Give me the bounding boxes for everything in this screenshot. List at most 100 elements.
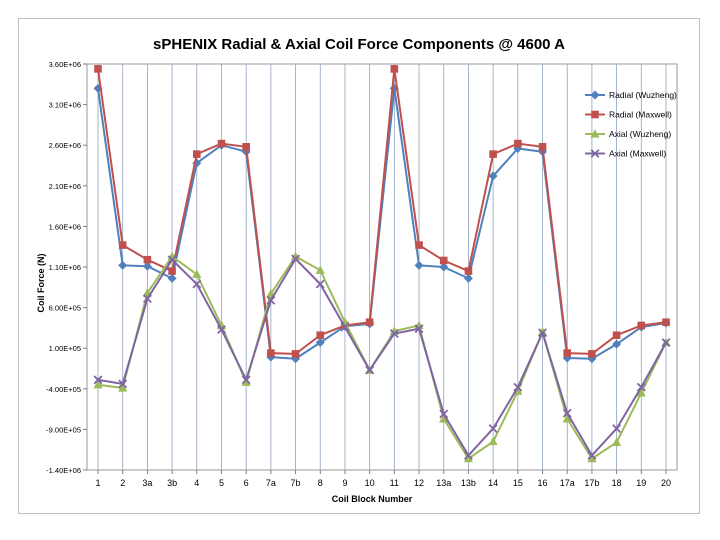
marker-stroke <box>291 254 301 264</box>
data-point <box>389 329 399 339</box>
legend-label: Radial (Wuzheng) <box>609 90 677 100</box>
chart-svg: sPHENIX Radial & Axial Coil Force Compon… <box>36 36 678 504</box>
marker-stroke <box>562 408 572 418</box>
x-tick-label: 17b <box>584 478 599 488</box>
x-tick-label: 20 <box>661 478 671 488</box>
data-point <box>290 251 301 261</box>
data-point <box>94 65 102 73</box>
y-tick-label: 2.60E+06 <box>49 141 81 150</box>
data-point <box>315 338 325 348</box>
data-point <box>316 331 325 340</box>
x-tick-label: 1 <box>95 478 100 488</box>
marker-stroke <box>93 375 103 385</box>
marker-stroke <box>266 295 276 305</box>
y-tick-label: 1.10E+06 <box>49 263 81 272</box>
legend-label: Axial (Maxwell) <box>609 149 666 159</box>
data-point <box>612 424 622 434</box>
data-point <box>463 453 474 463</box>
y-tick-label: 1.00E+05 <box>49 344 81 353</box>
data-point <box>241 377 251 386</box>
legend-marker <box>590 129 600 138</box>
data-point <box>439 414 449 423</box>
data-point <box>562 414 572 423</box>
x-tick-label: 10 <box>365 478 375 488</box>
x-tick-label: 4 <box>194 478 199 488</box>
data-point <box>291 350 300 358</box>
series-line <box>97 257 667 457</box>
y-tick-label: -4.00E+05 <box>46 385 81 394</box>
data-point <box>588 350 596 358</box>
marker-stroke <box>167 255 177 265</box>
y-tick-label: 6.00E+05 <box>49 304 81 313</box>
data-point <box>662 318 670 327</box>
data-point <box>143 255 152 264</box>
x-tick-label: 8 <box>318 478 323 488</box>
x-tick-label: 13b <box>461 478 476 488</box>
data-point <box>587 453 597 463</box>
data-point <box>439 262 449 272</box>
legend-marker <box>591 110 599 119</box>
data-point <box>488 424 498 434</box>
y-tick-label: -9.00E+05 <box>46 425 81 434</box>
data-point <box>118 379 128 389</box>
marker-stroke <box>142 294 152 304</box>
x-tick-label: 12 <box>414 478 424 488</box>
data-point <box>636 388 646 397</box>
legend-entry: Axial (Wuzheng) <box>585 129 671 139</box>
data-point <box>217 325 226 334</box>
marker-stroke <box>340 322 350 332</box>
data-point <box>538 143 547 151</box>
data-point <box>562 408 572 418</box>
data-point <box>267 349 275 357</box>
marker-stroke <box>661 338 671 347</box>
marker-stroke <box>365 365 375 375</box>
data-point <box>464 267 473 275</box>
data-point <box>365 365 375 375</box>
data-point <box>192 150 201 158</box>
data-point <box>266 295 276 305</box>
data-point <box>192 279 202 289</box>
x-tick-label: 17a <box>560 478 575 488</box>
marker-stroke <box>217 325 226 334</box>
x-tick-label: 14 <box>488 478 498 488</box>
axes: 1 2 3a 3b 4 5 6 7a 7b 8 9 10 11 12 13a 13b 14 15 16 17a 17b 1… <box>46 60 671 488</box>
y-tick-label: 1.60E+06 <box>49 222 81 231</box>
data-point <box>291 254 301 264</box>
series-layer <box>93 65 671 463</box>
marker-stroke <box>192 279 202 289</box>
data-point <box>513 382 523 392</box>
data-point <box>142 261 152 271</box>
data-point <box>612 339 622 349</box>
data-point <box>167 273 177 283</box>
marker-stroke <box>463 450 473 460</box>
chart-title: sPHENIX Radial & Axial Coil Force Compon… <box>153 36 565 53</box>
marker-stroke <box>315 279 325 289</box>
data-point <box>93 375 103 385</box>
marker-stroke <box>587 450 597 460</box>
x-tick-label: 7a <box>266 478 276 488</box>
data-point <box>488 436 498 446</box>
data-point <box>587 450 597 460</box>
data-point <box>514 139 522 148</box>
data-point <box>636 382 646 392</box>
data-point <box>463 273 473 283</box>
data-point <box>118 260 128 270</box>
y-tick-label: -1.40E+06 <box>46 466 81 475</box>
x-tick-label: 3a <box>142 478 152 488</box>
legend: Radial (Wuzheng) Radial (Maxwell) Axial (W… <box>585 90 677 159</box>
data-point <box>167 255 177 265</box>
marker-stroke <box>439 409 449 419</box>
data-point <box>315 265 325 274</box>
legend-entry: Radial (Wuzheng) <box>585 90 677 100</box>
y-tick-label: 3.10E+06 <box>49 101 81 110</box>
x-tick-label: 9 <box>342 478 347 488</box>
marker-stroke <box>612 424 622 434</box>
marker-stroke <box>636 382 646 392</box>
data-point <box>415 241 423 249</box>
data-point <box>217 139 226 148</box>
y-tick-label: 2.10E+06 <box>49 182 81 191</box>
data-point <box>365 318 374 327</box>
data-point <box>390 65 399 73</box>
data-point <box>340 322 350 332</box>
data-point <box>414 324 424 334</box>
